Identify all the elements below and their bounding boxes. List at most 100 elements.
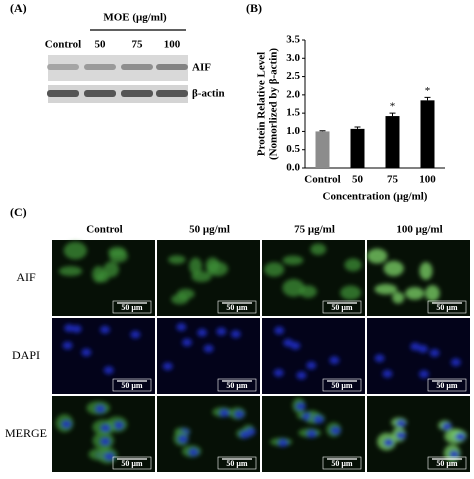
scale-bar-label: 50 μm bbox=[121, 459, 143, 468]
cell bbox=[109, 249, 128, 263]
x-tick-label: 75 bbox=[387, 174, 399, 186]
scale-bar-label: 50 μm bbox=[436, 381, 458, 390]
y-tick-label: 1.5 bbox=[286, 107, 300, 119]
scale-box bbox=[427, 378, 467, 392]
cell bbox=[366, 248, 388, 264]
nucleus bbox=[62, 341, 73, 350]
nucleus bbox=[197, 328, 208, 337]
error-bar bbox=[354, 126, 361, 129]
nucleus bbox=[396, 419, 407, 428]
cell bbox=[282, 255, 304, 265]
band bbox=[121, 90, 153, 97]
nucleus bbox=[113, 421, 124, 430]
scale-box bbox=[322, 300, 362, 314]
micrograph: 50 μm bbox=[367, 396, 470, 472]
scale-box bbox=[322, 456, 362, 470]
nucleus bbox=[100, 437, 111, 446]
cells bbox=[377, 417, 467, 463]
nucleus bbox=[234, 410, 245, 419]
nucleus bbox=[219, 409, 230, 418]
nucleus bbox=[81, 348, 92, 357]
error-bar bbox=[424, 96, 431, 101]
cells bbox=[168, 255, 229, 305]
significance: * bbox=[425, 85, 431, 97]
cell bbox=[405, 287, 425, 300]
bar bbox=[420, 100, 435, 168]
y-tick-label: 0.0 bbox=[286, 162, 300, 174]
band bbox=[156, 90, 188, 97]
nucleus bbox=[99, 325, 110, 334]
nucleus bbox=[71, 324, 82, 333]
row-label: DAPI bbox=[12, 348, 40, 362]
nucleus bbox=[100, 424, 111, 433]
scale-bar-label: 50 μm bbox=[436, 303, 458, 312]
band bbox=[84, 64, 116, 70]
nucleus bbox=[374, 354, 385, 363]
x-axis-title: Concentration (μg/ml) bbox=[323, 191, 428, 203]
nucleus bbox=[130, 330, 141, 339]
cell bbox=[425, 285, 440, 302]
micrograph: 50 μm bbox=[157, 240, 260, 316]
row-label: MERGE bbox=[5, 426, 47, 440]
y-tick-label: 0.5 bbox=[286, 143, 300, 155]
scale-box bbox=[112, 456, 152, 470]
cell bbox=[189, 257, 203, 275]
nucleus bbox=[104, 452, 115, 461]
cell bbox=[206, 261, 229, 277]
micrograph: 50 μm bbox=[52, 318, 155, 394]
nucleus bbox=[216, 327, 227, 336]
nucleus bbox=[239, 430, 250, 439]
nucleus bbox=[449, 450, 460, 459]
bar bbox=[315, 131, 330, 168]
nucleus bbox=[95, 404, 106, 413]
blot bbox=[48, 85, 188, 103]
cell bbox=[419, 261, 433, 280]
error-bar bbox=[389, 112, 396, 117]
panel-label: (C) bbox=[10, 205, 27, 219]
scale-box bbox=[217, 456, 257, 470]
bar bbox=[385, 116, 400, 168]
nucleus bbox=[383, 438, 394, 447]
nucleus bbox=[429, 348, 440, 357]
cell bbox=[103, 261, 119, 278]
y-axis-title-line: (Nomorlized by β-actin) bbox=[268, 48, 280, 160]
nucleus bbox=[410, 342, 421, 351]
column-label: 100 μg/ml bbox=[396, 224, 442, 236]
nucleus bbox=[283, 338, 294, 347]
band bbox=[121, 64, 153, 70]
nucleus bbox=[313, 415, 324, 424]
nucleus bbox=[418, 370, 429, 379]
scale-bar-label: 50 μm bbox=[331, 381, 353, 390]
row-label: AIF bbox=[16, 270, 36, 284]
x-tick-label: 50 bbox=[352, 174, 364, 186]
nucleus bbox=[417, 344, 428, 353]
micrograph: 50 μm bbox=[52, 396, 155, 472]
cell bbox=[92, 265, 106, 283]
micrograph: 50 μm bbox=[262, 396, 365, 472]
cells bbox=[162, 323, 241, 371]
scale-bar-label: 50 μm bbox=[436, 459, 458, 468]
scale-box bbox=[427, 300, 467, 314]
nucleus bbox=[455, 432, 466, 441]
scale-bar-label: 50 μm bbox=[331, 459, 353, 468]
nucleus bbox=[64, 324, 75, 333]
scale-box bbox=[217, 378, 257, 392]
cells bbox=[269, 397, 342, 447]
nucleus bbox=[382, 369, 393, 378]
nucleus bbox=[278, 438, 289, 447]
cell bbox=[340, 285, 362, 300]
band bbox=[84, 90, 116, 97]
scale-bar-label: 50 μm bbox=[226, 303, 248, 312]
cells bbox=[366, 248, 440, 304]
nucleus bbox=[188, 448, 199, 457]
scale-box bbox=[322, 378, 362, 392]
cell bbox=[58, 266, 83, 277]
nucleus bbox=[61, 420, 72, 429]
x-tick-label: Control bbox=[304, 174, 340, 186]
nucleus bbox=[330, 426, 341, 435]
cells bbox=[273, 326, 340, 380]
cell bbox=[282, 279, 305, 297]
band bbox=[47, 64, 79, 70]
nucleus bbox=[176, 323, 187, 332]
panel-label: (A) bbox=[10, 1, 27, 15]
